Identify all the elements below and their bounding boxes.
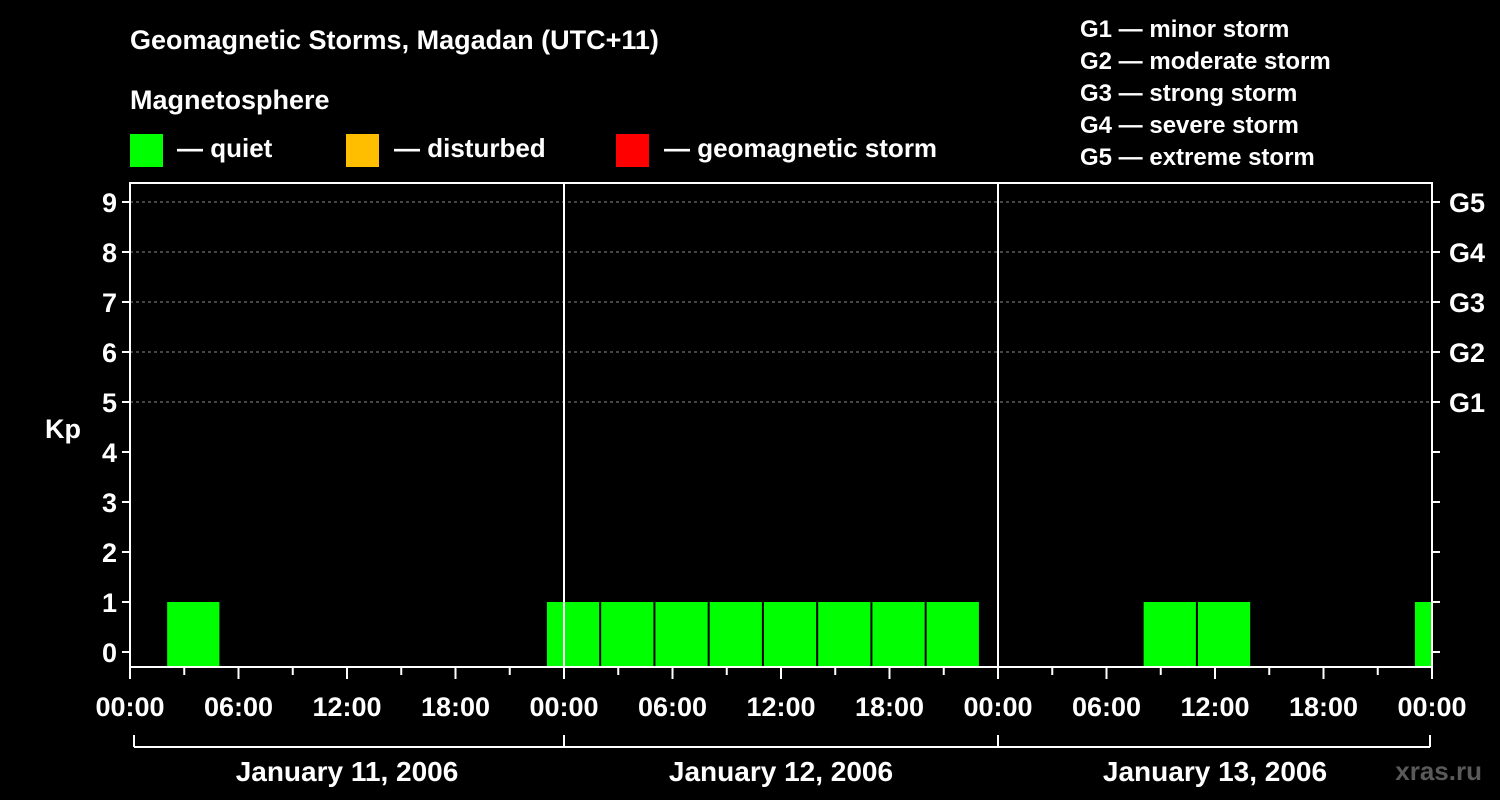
x-tick-label-2: 12:00: [312, 692, 381, 722]
x-tick-label-7: 18:00: [855, 692, 924, 722]
kp-bar-1: [546, 602, 600, 667]
y-tick-label-5: 5: [102, 388, 117, 418]
y-tick-label-7: 7: [102, 288, 117, 318]
g-tick-label-g5: G5: [1449, 188, 1485, 218]
storm-scale-list: G1 — minor storm G2 — moderate storm G3 …: [1080, 16, 1331, 171]
storm-scale-g1: G1 — minor storm: [1080, 16, 1289, 43]
legend-swatch-disturbed: [346, 134, 379, 167]
x-tick-label-11: 18:00: [1289, 692, 1358, 722]
kp-bar-8: [926, 602, 979, 667]
x-tick-label-6: 12:00: [746, 692, 815, 722]
x-tick-label-12: 00:00: [1397, 692, 1466, 722]
x-tick-label-10: 12:00: [1180, 692, 1249, 722]
watermark: xras.ru: [1395, 756, 1482, 786]
plot-frame: [129, 182, 1433, 668]
plot-border: [129, 182, 1433, 668]
storm-scale-g4: G4 — severe storm: [1080, 112, 1299, 139]
day-label-0: January 11, 2006: [236, 756, 459, 787]
g-tick-label-g2: G2: [1449, 338, 1485, 368]
x-ticks: 00:00 06:00 12:00 18:00 00:00 06:00 12:00 18:00…: [95, 667, 1467, 722]
legend-swatch-storm: [616, 134, 649, 167]
day-label-1: January 12, 2006: [669, 756, 893, 787]
y-tick-label-1: 1: [102, 588, 117, 618]
y-tick-label-9: 9: [102, 188, 117, 218]
g-tick-label-g3: G3: [1449, 288, 1485, 318]
legend-swatch-quiet: [130, 134, 163, 167]
kp-bar-4: [709, 602, 762, 667]
x-tick-label-0: 00:00: [95, 692, 164, 722]
g-tick-label-g4: G4: [1449, 238, 1485, 268]
kp-bar-5: [763, 602, 817, 667]
y-tick-label-4: 4: [102, 438, 117, 468]
x-tick-label-1: 06:00: [204, 692, 273, 722]
x-tick-label-9: 06:00: [1072, 692, 1141, 722]
kp-bar-0: [167, 602, 220, 667]
kp-bar-6: [818, 602, 871, 667]
kp-bar-9: [1143, 602, 1196, 667]
y-ticks: 0 1 2 3 4 5 6 7 8 9: [102, 188, 1440, 668]
storm-scale-g5: G5 — extreme storm: [1080, 144, 1315, 171]
kp-bar-2: [601, 602, 654, 667]
legend-label-quiet: — quiet: [177, 133, 273, 163]
kp-bar-11: [1414, 602, 1431, 667]
kp-bar-10: [1197, 602, 1251, 667]
legend-heading: Magnetosphere: [130, 85, 330, 115]
x-tick-label-8: 00:00: [963, 692, 1032, 722]
storm-scale-g3: G3 — strong storm: [1080, 80, 1297, 107]
legend-label-disturbed: — disturbed: [394, 133, 546, 163]
g-ticks: G1 G2 G3 G4 G5: [1449, 188, 1485, 418]
y-tick-label-2: 2: [102, 538, 117, 568]
y-tick-label-8: 8: [102, 238, 117, 268]
x-tick-label-3: 18:00: [421, 692, 490, 722]
y-tick-label-3: 3: [102, 488, 117, 518]
day-label-2: January 13, 2006: [1103, 756, 1327, 787]
legend: — quiet — disturbed — geomagnetic storm: [130, 133, 937, 167]
x-tick-label-5: 06:00: [638, 692, 707, 722]
bars: [167, 602, 1431, 667]
g-tick-label-g1: G1: [1449, 388, 1485, 418]
gridlines: [130, 201, 1432, 403]
y-tick-label-6: 6: [102, 338, 117, 368]
y-tick-label-0: 0: [102, 638, 117, 668]
chart-title: Geomagnetic Storms, Magadan (UTC+11): [130, 25, 659, 55]
storm-scale-g2: G2 — moderate storm: [1080, 48, 1331, 75]
kp-bar-7: [872, 602, 925, 667]
legend-label-storm: — geomagnetic storm: [664, 133, 937, 163]
kp-bar-3: [655, 602, 708, 667]
day-labels: January 11, 2006 January 12, 2006 January …: [133, 735, 1431, 787]
x-tick-label-4: 00:00: [529, 692, 598, 722]
y-axis-label: Kp: [45, 414, 81, 444]
